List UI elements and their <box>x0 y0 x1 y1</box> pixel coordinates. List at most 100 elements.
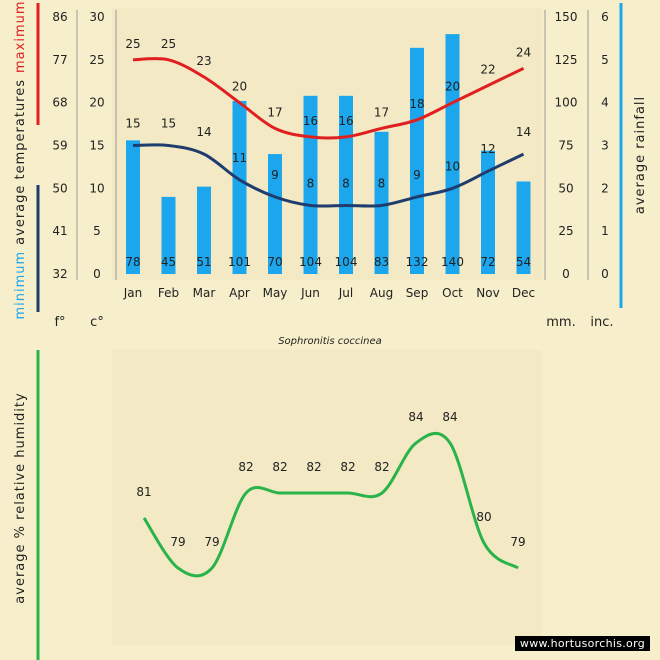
rainfall-bar <box>481 150 495 274</box>
min-temp-label: 14 <box>516 125 531 139</box>
min-temp-label: 11 <box>232 151 247 165</box>
rainfall-label: 72 <box>480 255 495 269</box>
mm-tick: 150 <box>555 10 578 24</box>
humidity-label: 79 <box>510 535 525 549</box>
rainfall-label: 51 <box>196 255 211 269</box>
axis-ticks: 3241505968778605101520253002550751001251… <box>52 10 608 300</box>
mm-tick: 75 <box>558 139 573 153</box>
average-temperatures-label: average temperatures <box>13 79 28 245</box>
month-label: Aug <box>370 286 393 300</box>
mm-tick: 0 <box>562 267 570 281</box>
top-plot-panel <box>112 8 542 280</box>
humidity-chart: 81 79 79 82 82 82 82 82 84 84 80 79 <box>136 410 526 578</box>
max-temp-label: 24 <box>516 45 531 59</box>
month-label: Nov <box>476 286 499 300</box>
rainfall-bar <box>232 100 247 274</box>
humidity-label: 84 <box>408 410 423 424</box>
humidity-line <box>142 431 519 578</box>
max-temp-label: 18 <box>409 97 424 111</box>
celsius-tick: 0 <box>93 267 101 281</box>
inch-unit: inc. <box>590 315 613 330</box>
rainfall-bar <box>374 131 389 274</box>
humidity-label: 79 <box>204 535 219 549</box>
rainfall-bar <box>516 181 531 274</box>
rainfall-label: 45 <box>161 255 176 269</box>
rainfall-bar <box>197 186 211 274</box>
humidity-label: 82 <box>238 460 253 474</box>
rainfall-label: 83 <box>374 255 389 269</box>
month-label: Jul <box>338 286 353 300</box>
rainfall-label: 140 <box>441 255 464 269</box>
celsius-tick: 30 <box>89 10 104 24</box>
rainfall-label: 104 <box>335 255 358 269</box>
temperature-axis-title: minimum average temperatures maximum <box>13 0 28 319</box>
humidity-label: 82 <box>272 460 287 474</box>
rainfall-label: 104 <box>299 255 322 269</box>
species-name: Sophronitis coccinea <box>278 336 382 347</box>
rainfall-label: 132 <box>406 255 429 269</box>
month-label: Jan <box>123 286 143 300</box>
month-label: Dec <box>512 286 535 300</box>
site-watermark[interactable]: www.hortusorchis.org <box>514 636 650 651</box>
month-label: Apr <box>229 286 250 300</box>
max-temp-label: 22 <box>480 63 495 77</box>
max-temp-label: 23 <box>196 54 211 68</box>
humidity-label: 82 <box>374 460 389 474</box>
min-temp-label: 12 <box>480 142 495 156</box>
humidity-label: 82 <box>340 460 355 474</box>
humidity-axis-title: average % relative humidity <box>13 392 28 603</box>
min-temp-label: 8 <box>342 176 350 190</box>
min-temp-label: 9 <box>271 168 279 182</box>
month-label: May <box>263 286 288 300</box>
month-label: Mar <box>193 286 216 300</box>
fahrenheit-unit: f° <box>54 315 65 330</box>
inch-tick: 1 <box>601 224 609 238</box>
fahrenheit-tick: 32 <box>52 267 67 281</box>
inch-tick: 2 <box>601 181 609 195</box>
max-temp-label: 25 <box>125 37 140 51</box>
month-label: Oct <box>442 286 463 300</box>
humidity-label: 80 <box>476 510 491 524</box>
celsius-unit: c° <box>90 315 104 330</box>
rainfall-bar <box>268 154 282 274</box>
humidity-label: 79 <box>170 535 185 549</box>
min-temp-label: 8 <box>307 176 315 190</box>
min-temp-label: 8 <box>378 176 386 190</box>
max-temp-label: 20 <box>232 80 247 94</box>
min-temp-label: 15 <box>161 117 176 131</box>
mm-tick: 50 <box>558 181 573 195</box>
rainfall-bar <box>126 140 140 274</box>
rainfall-bar <box>303 95 318 275</box>
rainfall-label: 70 <box>267 255 282 269</box>
rainfall-axis-title: average rainfall <box>633 96 648 214</box>
min-temp-label: 14 <box>196 125 211 139</box>
month-label: Jun <box>300 286 320 300</box>
celsius-tick: 5 <box>93 224 101 238</box>
rainfall-label: 78 <box>125 255 140 269</box>
celsius-tick: 20 <box>89 96 104 110</box>
fahrenheit-tick: 77 <box>52 53 67 67</box>
rainfall-bar <box>445 34 460 275</box>
inch-tick: 5 <box>601 53 609 67</box>
max-temp-label: 16 <box>303 114 318 128</box>
minimum-label: minimum <box>13 251 28 320</box>
rainfall-bar <box>161 196 176 274</box>
fahrenheit-tick: 59 <box>52 139 67 153</box>
fahrenheit-tick: 86 <box>52 10 67 24</box>
fahrenheit-tick: 50 <box>52 181 67 195</box>
humidity-label: 81 <box>136 485 151 499</box>
max-temp-label: 16 <box>338 114 353 128</box>
min-temp-line <box>132 143 525 208</box>
fahrenheit-tick: 68 <box>52 96 67 110</box>
max-temp-line <box>132 57 525 140</box>
humidity-label: 82 <box>306 460 321 474</box>
mm-tick: 25 <box>558 224 573 238</box>
mm-tick: 100 <box>555 96 578 110</box>
temperature-lines <box>132 57 525 208</box>
rainfall-bars <box>126 34 531 275</box>
min-temp-label: 10 <box>445 159 460 173</box>
bottom-plot-panel <box>112 350 542 645</box>
inch-tick: 4 <box>601 96 609 110</box>
